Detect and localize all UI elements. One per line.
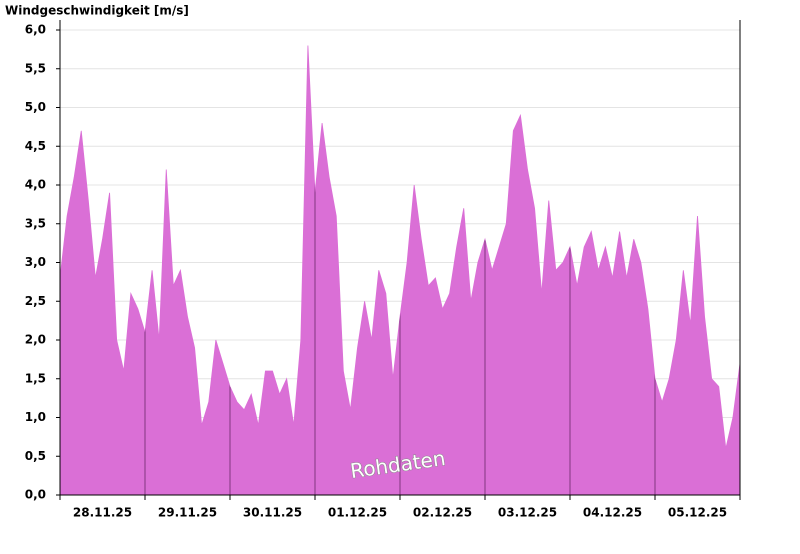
y-tick-label: 5,0 [25, 100, 46, 114]
y-tick-label: 0,0 [25, 488, 46, 502]
y-tick-label: 1,0 [25, 410, 46, 424]
x-tick-label: 03.12.25 [498, 506, 557, 520]
y-tick-label: 5,5 [25, 61, 46, 75]
y-tick-label: 1,5 [25, 371, 46, 385]
x-tick-label: 05.12.25 [668, 506, 727, 520]
y-tick-label: 3,5 [25, 216, 46, 230]
y-tick-label: 2,5 [25, 294, 46, 308]
x-tick-label: 04.12.25 [583, 506, 642, 520]
x-tick-label: 29.11.25 [158, 506, 217, 520]
x-tick-label: 02.12.25 [413, 506, 472, 520]
y-tick-label: 3,0 [25, 255, 46, 269]
x-tick-label: 30.11.25 [243, 506, 302, 520]
y-tick-label: 2,0 [25, 333, 46, 347]
y-tick-label: 4,0 [25, 178, 46, 192]
y-tick-label: 6,0 [25, 23, 46, 37]
y-tick-label: 4,5 [25, 139, 46, 153]
x-tick-label: 01.12.25 [328, 506, 387, 520]
y-tick-label: 0,5 [25, 449, 46, 463]
x-tick-label: 28.11.25 [73, 506, 132, 520]
chart-title: Windgeschwindigkeit [m/s] [5, 4, 189, 18]
